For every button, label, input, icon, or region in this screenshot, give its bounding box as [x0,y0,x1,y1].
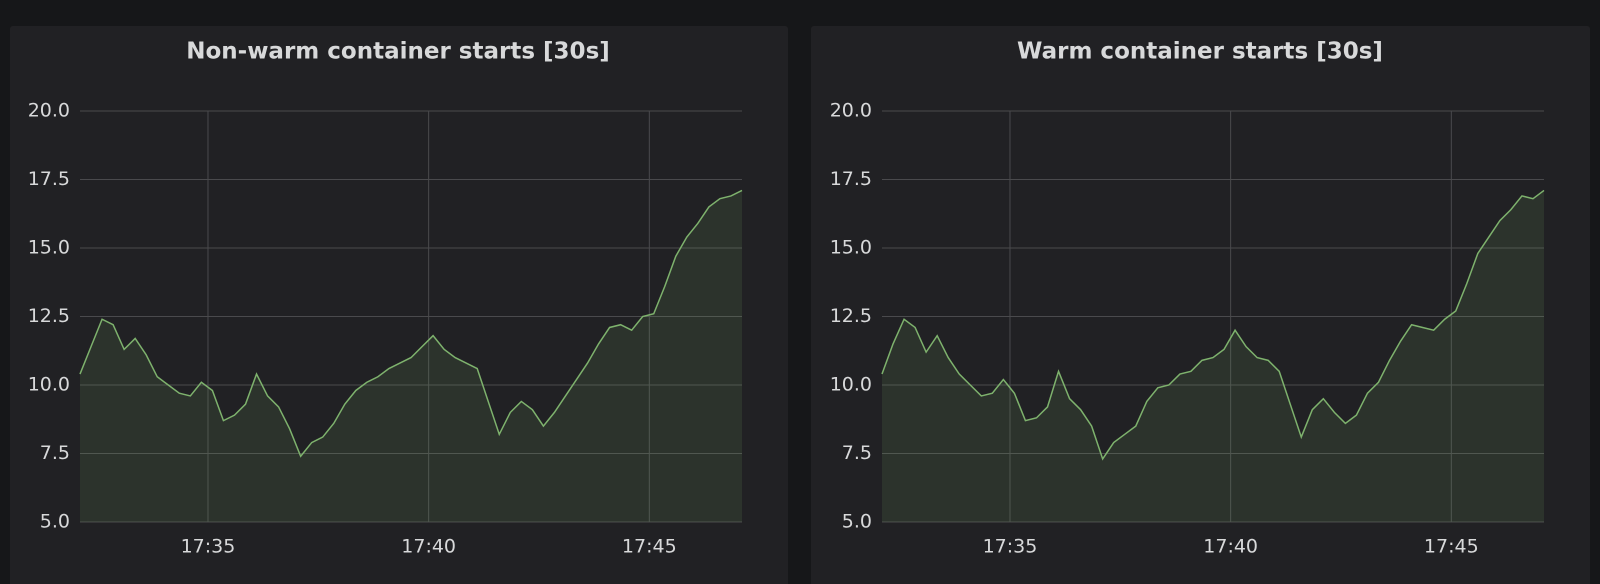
chart-title: Warm container starts [30s] [1017,39,1383,65]
x-tick-label: 17:35 [181,536,236,558]
y-tick-label: 10.0 [28,374,70,396]
y-tick-label: 5.0 [40,511,70,533]
x-tick-label: 17:35 [983,536,1038,558]
x-tick-label: 17:45 [622,536,677,558]
area [80,190,742,522]
y-tick-label: 15.0 [830,237,872,259]
x-tick-label: 17:40 [401,536,456,558]
panel [811,26,1590,584]
x-tick-label: 17:45 [1424,536,1479,558]
y-tick-label: 10.0 [830,374,872,396]
y-tick-label: 12.5 [28,305,70,327]
panel [10,26,788,584]
y-tick-label: 20.0 [830,100,872,122]
y-tick-label: 17.5 [830,168,872,190]
x-tick-label: 17:40 [1203,536,1258,558]
y-tick-label: 15.0 [28,237,70,259]
y-tick-label: 12.5 [830,305,872,327]
area [882,190,1544,522]
y-tick-label: 17.5 [28,168,70,190]
y-tick-label: 5.0 [842,511,872,533]
line [881,189,1545,461]
y-tick-label: 7.5 [40,442,70,464]
chart-title: Non-warm container starts [30s] [186,39,610,65]
y-tick-label: 7.5 [842,442,872,464]
y-tick-label: 20.0 [28,100,70,122]
line [79,189,743,458]
